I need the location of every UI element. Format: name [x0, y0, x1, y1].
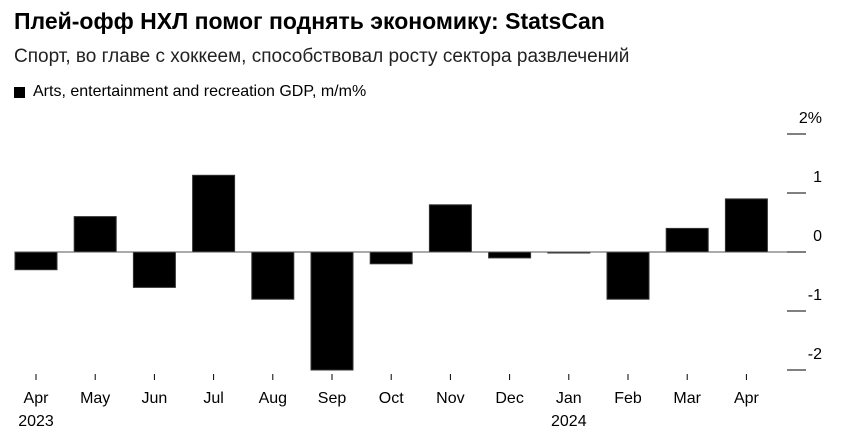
- x-tick-label: Feb: [614, 390, 642, 407]
- bar: [132, 251, 176, 288]
- chart-title: Плей-офф НХЛ помог поднять экономику: St…: [14, 8, 605, 34]
- bar: [606, 251, 650, 300]
- bar: [73, 216, 117, 253]
- x-tick-label: Jul: [203, 390, 223, 407]
- x-tick-label: Apr: [24, 390, 50, 407]
- y-tick-label: 0: [813, 228, 822, 245]
- bar: [310, 251, 354, 371]
- legend-swatch: [14, 86, 25, 98]
- x-tick-label: Apr: [734, 390, 760, 407]
- x-tick-label: Jan: [556, 390, 582, 407]
- bar: [724, 198, 768, 253]
- x-tick-label: Aug: [259, 390, 287, 407]
- bar: [428, 204, 472, 253]
- bar: [369, 251, 413, 265]
- x-tick-label: Sep: [318, 390, 347, 407]
- y-tick-label: 2%: [799, 110, 822, 127]
- y-tick-label: -1: [808, 287, 822, 304]
- year-label: 2024: [551, 413, 587, 430]
- year-label: 2023: [18, 413, 54, 430]
- y-tick-label: -2: [808, 346, 822, 363]
- x-tick-label: Jun: [142, 390, 168, 407]
- x-tick-label: Nov: [436, 390, 464, 407]
- x-tick-label: May: [80, 390, 110, 407]
- x-tick-label: Oct: [379, 390, 404, 407]
- bar: [665, 227, 709, 253]
- bar: [488, 251, 532, 259]
- chart-subtitle: Спорт, во главе с хоккеем, способствовал…: [14, 46, 630, 67]
- y-tick-label: 1: [813, 169, 822, 186]
- x-tick-label: Mar: [673, 390, 701, 407]
- bar: [14, 251, 58, 271]
- legend: Arts, entertainment and recreation GDP, …: [14, 83, 366, 101]
- bar: [192, 174, 236, 253]
- legend-label: Arts, entertainment and recreation GDP, …: [33, 83, 367, 100]
- bar: [251, 251, 295, 300]
- x-tick-label: Dec: [495, 390, 523, 407]
